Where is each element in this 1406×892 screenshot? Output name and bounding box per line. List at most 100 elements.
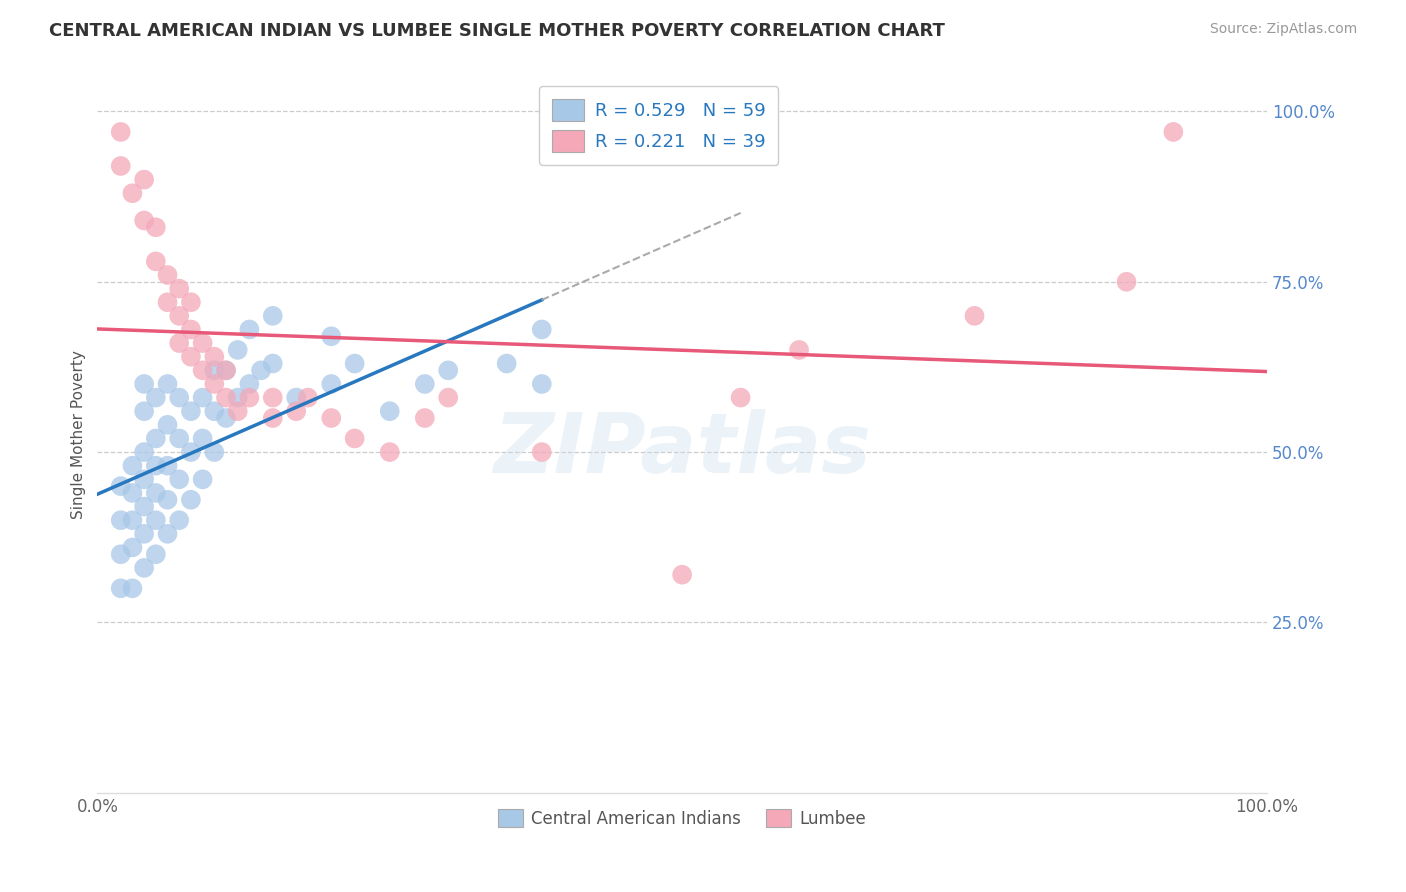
Text: ZIPatlas: ZIPatlas [494,409,872,490]
Point [121,186,143,201]
Point [134,213,156,227]
Point [180,492,202,507]
Point [167,282,190,296]
Text: Source: ZipAtlas.com: Source: ZipAtlas.com [1209,22,1357,37]
Point [495,357,517,371]
Point [110,479,132,493]
Point [180,295,202,310]
Point [262,391,284,405]
Point [180,404,202,418]
Point [134,500,156,514]
Point [191,363,214,377]
Legend: Central American Indians, Lumbee: Central American Indians, Lumbee [491,803,873,834]
Point [156,458,179,473]
Point [202,363,225,377]
Point [963,309,986,323]
Point [134,561,156,575]
Point [145,458,167,473]
Point [530,376,553,391]
Point [121,458,143,473]
Point [285,391,308,405]
Point [145,486,167,500]
Point [378,445,401,459]
Point [145,220,167,235]
Point [134,445,156,459]
Point [297,391,319,405]
Point [156,268,179,282]
Point [134,172,156,186]
Point [530,322,553,336]
Point [167,472,190,486]
Point [285,404,308,418]
Point [121,541,143,555]
Point [110,547,132,561]
Point [156,376,179,391]
Y-axis label: Single Mother Poverty: Single Mother Poverty [72,351,86,519]
Point [180,322,202,336]
Point [238,376,260,391]
Point [262,411,284,425]
Point [202,376,225,391]
Point [226,404,249,418]
Point [110,159,132,173]
Point [1115,275,1137,289]
Point [321,329,343,343]
Point [134,404,156,418]
Point [156,526,179,541]
Point [530,445,553,459]
Point [167,513,190,527]
Point [250,363,273,377]
Point [110,125,132,139]
Point [730,391,752,405]
Point [671,567,693,582]
Point [215,411,238,425]
Point [191,472,214,486]
Point [191,432,214,446]
Point [202,445,225,459]
Point [226,343,249,357]
Point [134,376,156,391]
Point [145,432,167,446]
Point [145,254,167,268]
Point [238,322,260,336]
Point [343,432,366,446]
Point [110,582,132,596]
Point [145,391,167,405]
Point [191,336,214,351]
Point [787,343,810,357]
Point [413,411,436,425]
Point [167,391,190,405]
Point [437,363,460,377]
Point [121,582,143,596]
Point [156,417,179,432]
Point [167,336,190,351]
Point [343,357,366,371]
Point [378,404,401,418]
Point [413,376,436,391]
Point [156,295,179,310]
Point [262,309,284,323]
Point [202,350,225,364]
Point [202,404,225,418]
Point [215,391,238,405]
Point [121,513,143,527]
Point [215,363,238,377]
Point [321,411,343,425]
Point [180,350,202,364]
Point [238,391,260,405]
Point [134,526,156,541]
Point [156,492,179,507]
Point [110,513,132,527]
Point [191,391,214,405]
Point [215,363,238,377]
Point [121,486,143,500]
Point [145,547,167,561]
Point [321,376,343,391]
Point [1163,125,1185,139]
Point [167,432,190,446]
Point [437,391,460,405]
Point [226,391,249,405]
Point [145,513,167,527]
Point [167,309,190,323]
Point [134,472,156,486]
